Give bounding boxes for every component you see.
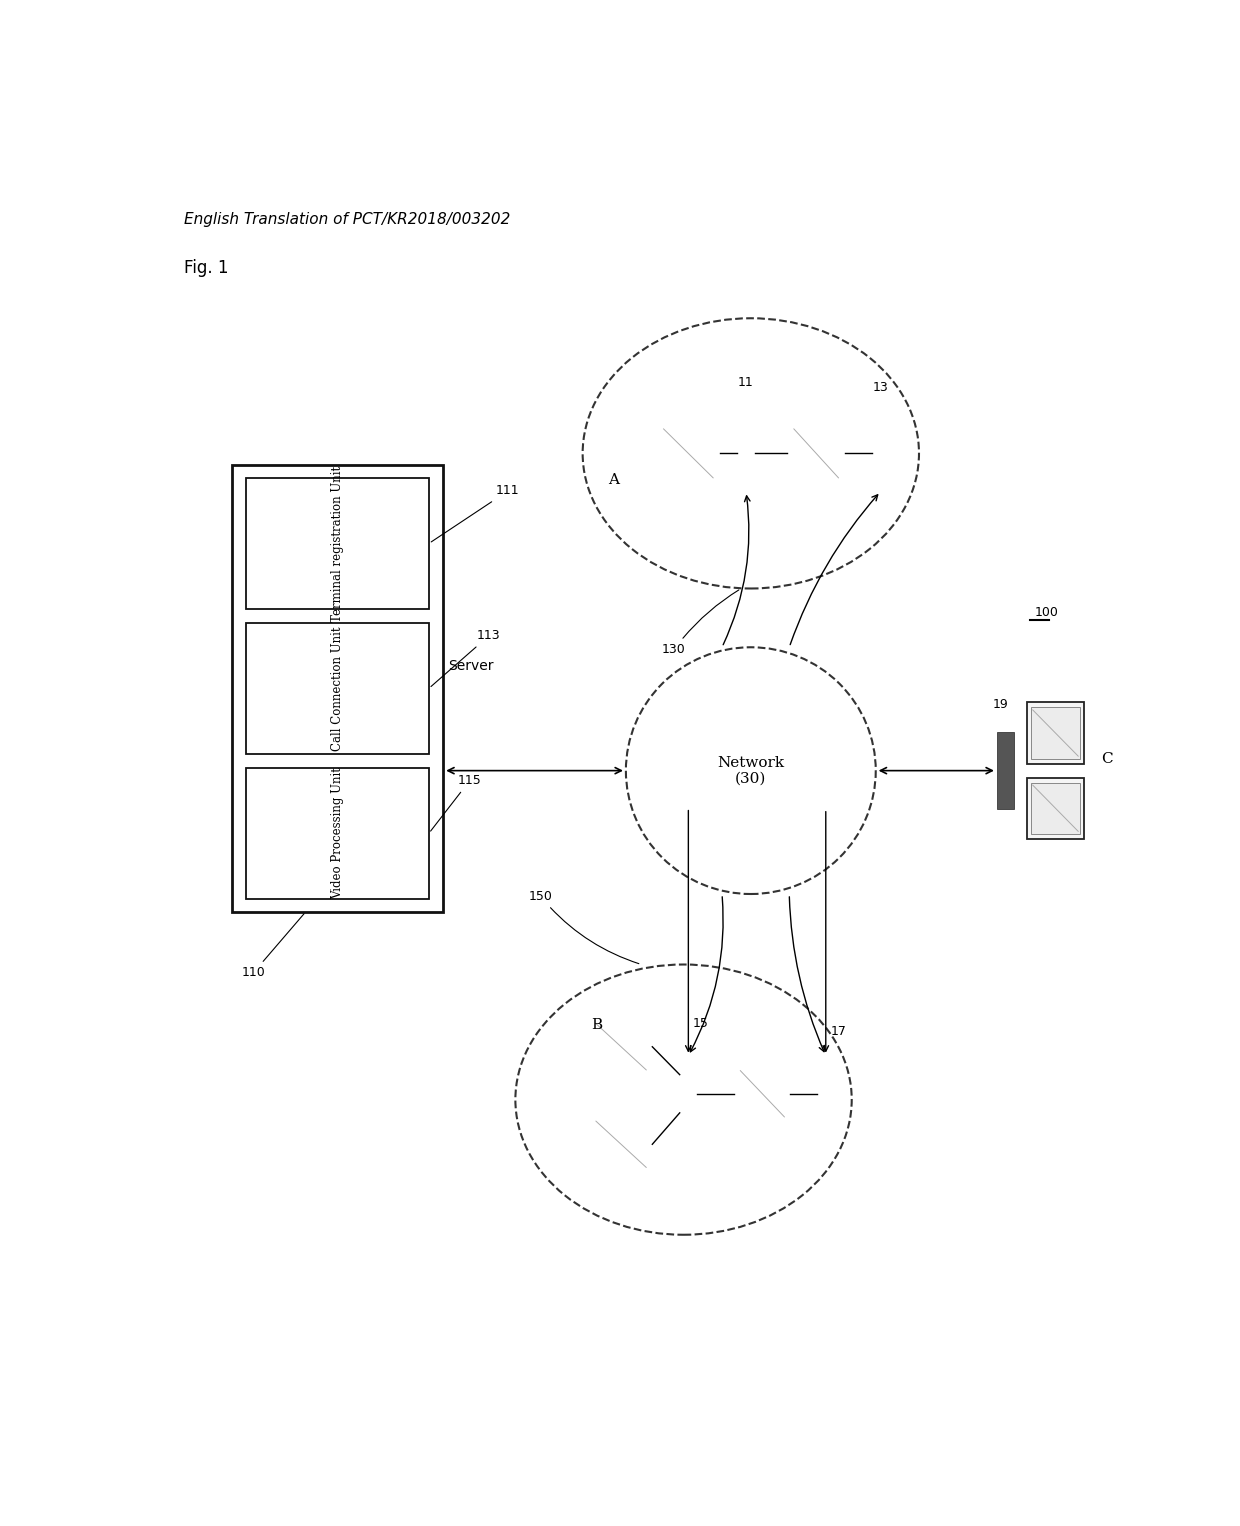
Bar (594, 1119, 649, 1170)
Text: 19: 19 (993, 699, 1008, 711)
Bar (247, 623, 429, 754)
Ellipse shape (626, 647, 875, 894)
Text: C: C (1101, 752, 1114, 766)
Bar (590, 1114, 652, 1175)
Text: 17: 17 (831, 1025, 847, 1038)
Bar (1030, 783, 1080, 833)
Bar (657, 421, 719, 485)
Text: Call Connection Unit: Call Connection Unit (331, 626, 343, 751)
Text: 100: 100 (1034, 606, 1058, 618)
Ellipse shape (583, 319, 919, 589)
Bar (247, 478, 429, 609)
Bar (997, 732, 1014, 809)
Bar (1027, 778, 1084, 839)
Text: 111: 111 (432, 484, 520, 542)
Text: 13: 13 (873, 382, 888, 394)
Text: 15: 15 (693, 1016, 709, 1030)
Text: 130: 130 (662, 591, 739, 656)
Bar (247, 768, 429, 899)
Bar (590, 1016, 652, 1077)
Ellipse shape (516, 964, 852, 1235)
Text: Server: Server (448, 659, 494, 673)
Bar (661, 426, 715, 481)
Bar (1030, 708, 1080, 758)
Text: Video Processing Unit: Video Processing Unit (331, 768, 343, 899)
Text: 110: 110 (242, 914, 304, 980)
Bar (872, 415, 889, 491)
Text: Fig. 1: Fig. 1 (184, 259, 228, 278)
Bar (232, 465, 444, 911)
Bar (594, 1021, 649, 1073)
Text: English Translation of PCT/KR2018/003202: English Translation of PCT/KR2018/003202 (184, 212, 510, 227)
Bar (734, 1064, 790, 1125)
Bar (1027, 702, 1084, 763)
Text: 115: 115 (430, 774, 481, 832)
Bar (787, 421, 844, 485)
Text: Network
(30): Network (30) (717, 755, 785, 786)
Bar (738, 415, 755, 491)
Bar (817, 1056, 835, 1132)
Text: 11: 11 (738, 377, 754, 389)
Bar (791, 426, 841, 481)
Bar (680, 1056, 697, 1132)
Text: B: B (591, 1018, 603, 1032)
Text: 150: 150 (528, 890, 639, 963)
Text: Terminal registration Unit: Terminal registration Unit (331, 465, 343, 621)
Bar (738, 1068, 786, 1120)
Text: 113: 113 (432, 629, 501, 687)
Text: A: A (608, 473, 619, 487)
